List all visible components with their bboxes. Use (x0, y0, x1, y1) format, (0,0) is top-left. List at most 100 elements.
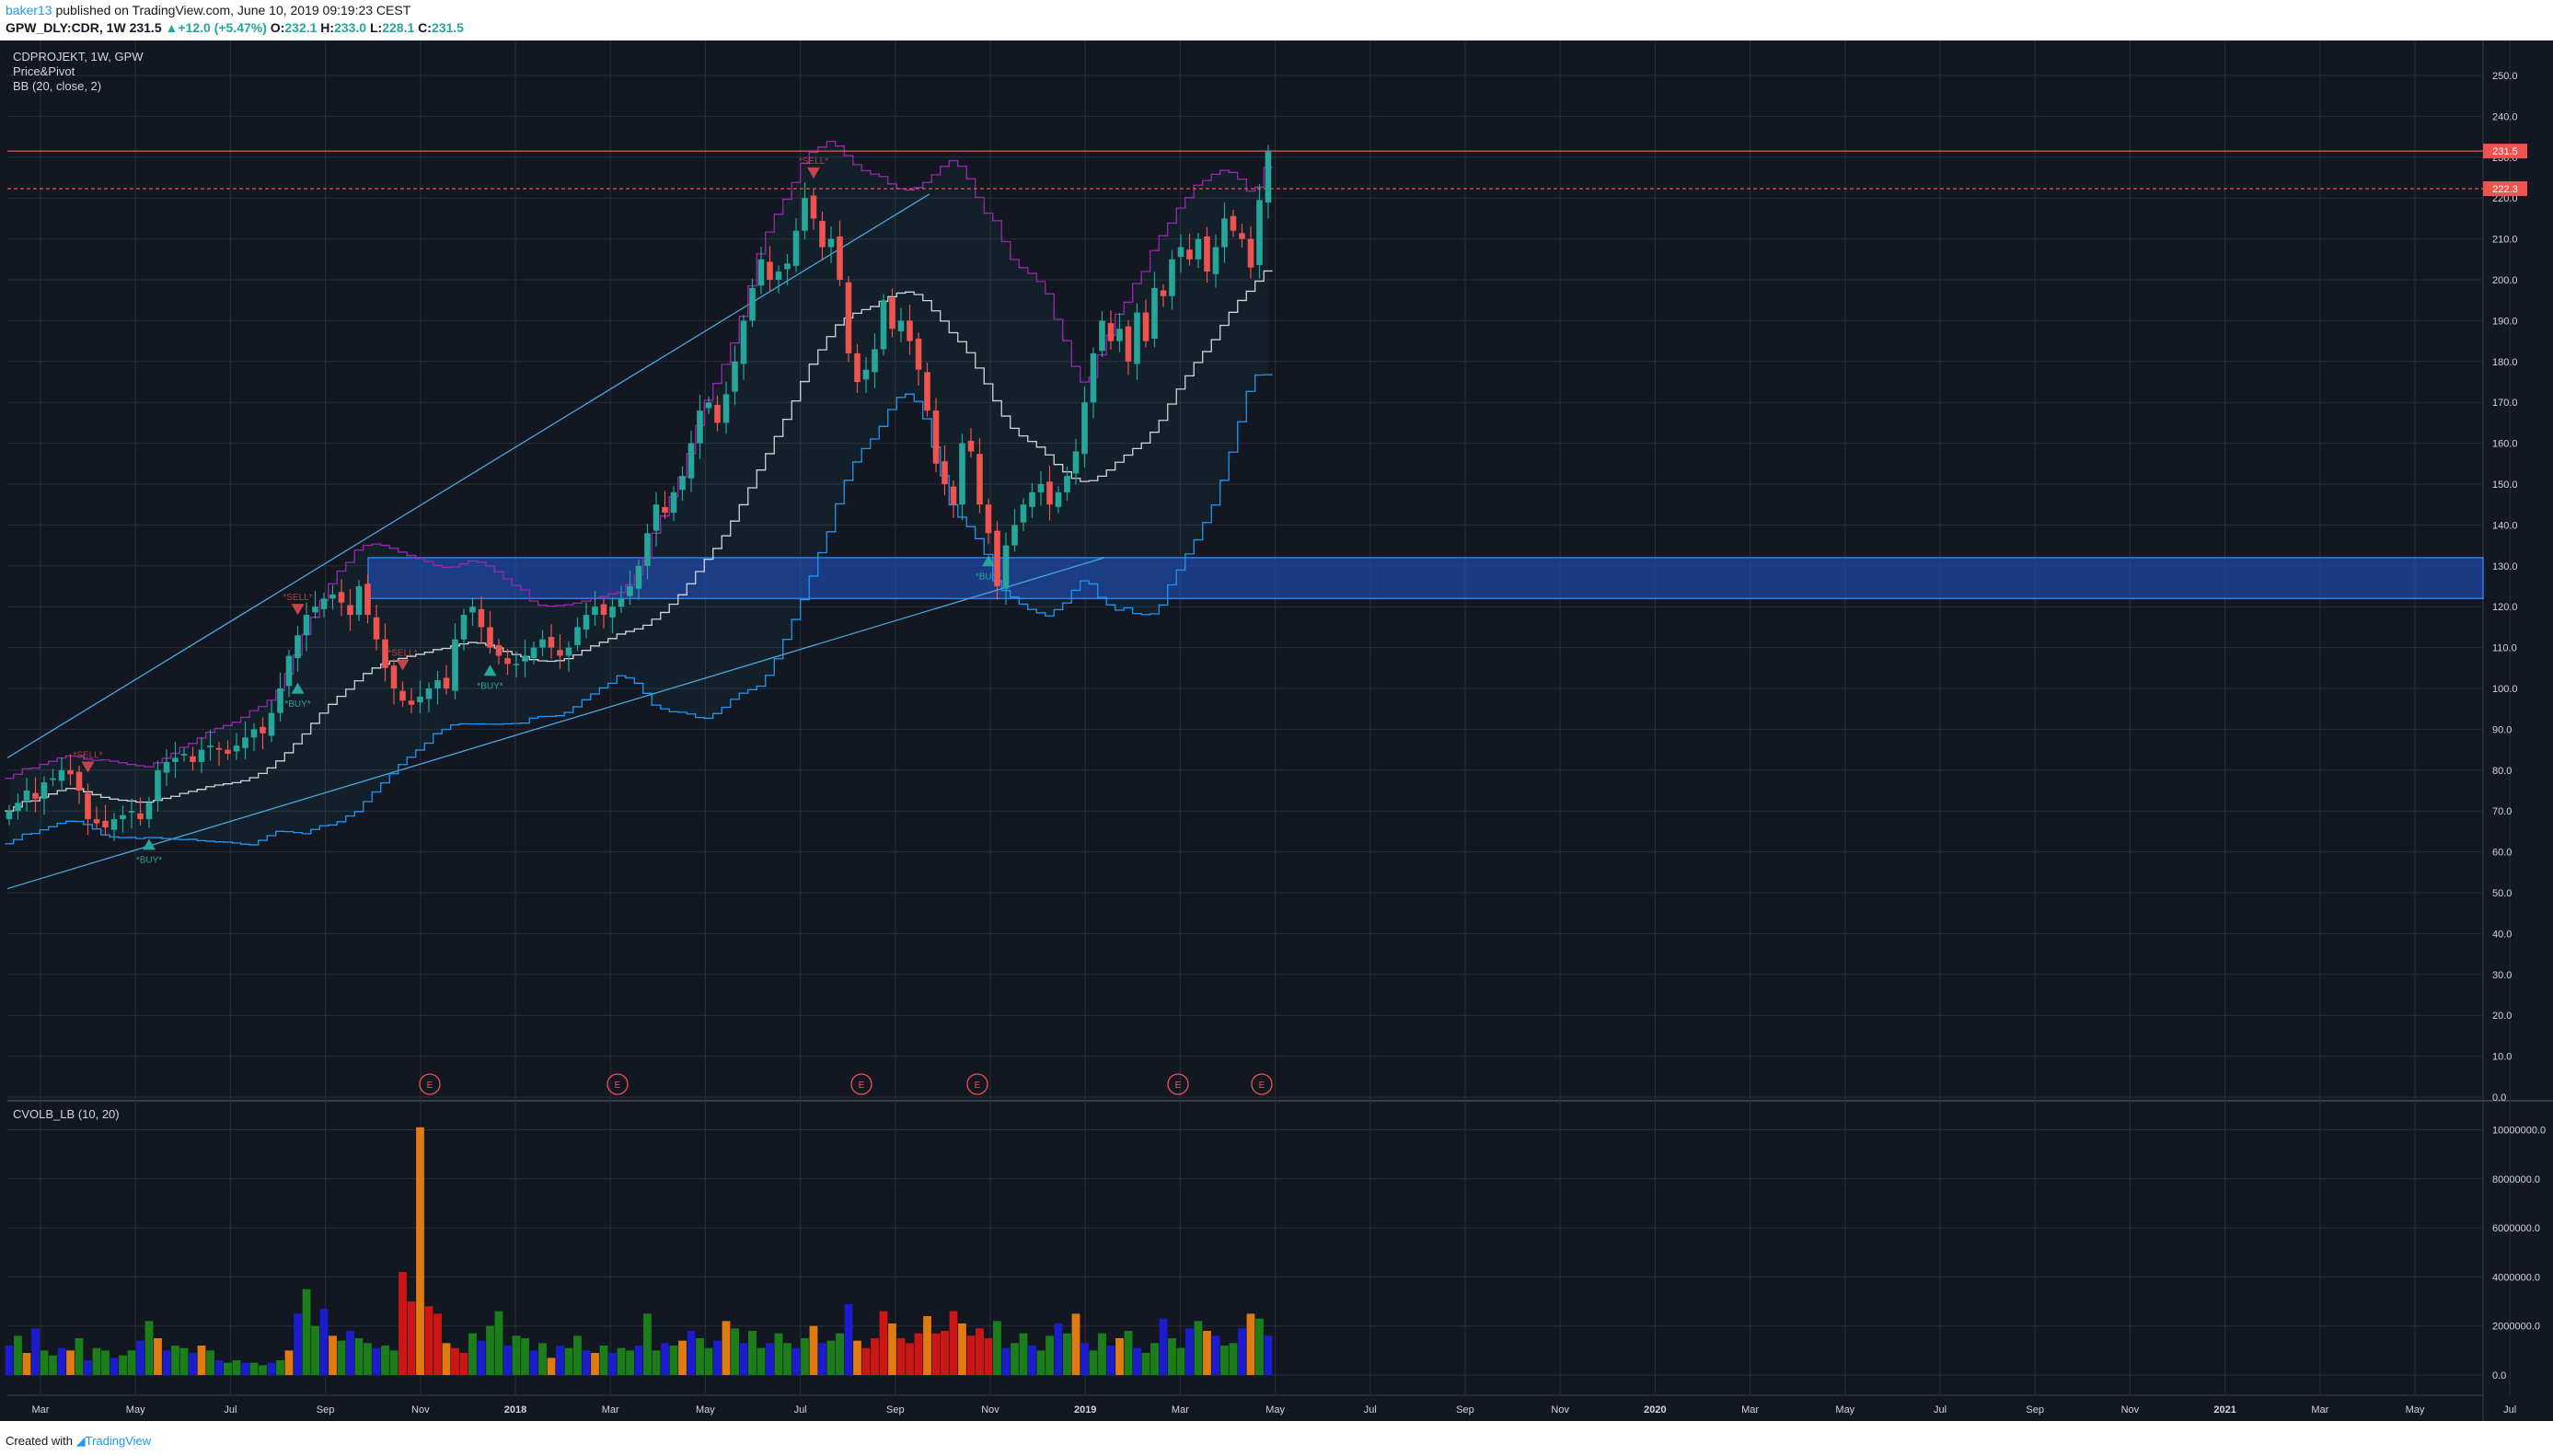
earnings-marker (1167, 1073, 1189, 1095)
volume-bar (722, 1321, 731, 1375)
candle-body (732, 361, 738, 392)
volume-bar (249, 1362, 259, 1375)
candle-body (50, 778, 56, 780)
volume-bar (713, 1340, 722, 1375)
candle-body (268, 712, 275, 736)
candle-body (233, 745, 240, 752)
volume-bar (1080, 1343, 1089, 1375)
candle-body (260, 726, 266, 734)
volume-bar (853, 1340, 861, 1375)
volume-bar (949, 1311, 958, 1375)
time-tick-label: Mar (32, 1404, 50, 1416)
candle-body (469, 607, 476, 613)
volume-bar (1220, 1346, 1229, 1375)
volume-bar (958, 1323, 966, 1375)
candle-body (880, 300, 887, 350)
volume-bar (319, 1309, 329, 1375)
candle-series (6, 144, 1272, 841)
time-tick-label: Jul (1364, 1404, 1377, 1416)
volume-bar (599, 1346, 608, 1375)
volume-bar (364, 1343, 372, 1375)
volume-bar (582, 1350, 591, 1375)
volume-bar (1098, 1333, 1106, 1375)
candle-body (592, 607, 598, 616)
candle-body (75, 771, 83, 791)
volume-bar (189, 1353, 197, 1375)
candle-body (530, 647, 537, 659)
volume-bar (101, 1350, 110, 1375)
volume-bar (224, 1362, 232, 1375)
time-tick-label: Sep (317, 1404, 335, 1416)
candle-body (827, 238, 835, 248)
volume-bar (1001, 1347, 1011, 1375)
time-tick-label: Nov (411, 1404, 430, 1416)
volume-bar (1185, 1328, 1194, 1375)
volume-bar (486, 1325, 494, 1375)
candle-body (180, 754, 188, 756)
price-tick-label: 60.0 (2492, 848, 2512, 859)
chart-canvas[interactable]: *BUY* *BUY* *BUY* *BUY* *SELL* *SELL* *SELL* *S… (0, 40, 2553, 1421)
candle-body (819, 221, 826, 248)
candle-body (897, 320, 905, 331)
candle-body (285, 655, 293, 687)
time-tick-label: Sep (1456, 1404, 1474, 1416)
volume-bar (1141, 1353, 1150, 1375)
volume-bar (399, 1272, 407, 1375)
candle-body (950, 486, 957, 505)
candle-body (565, 647, 572, 656)
candle-body (1265, 151, 1272, 203)
buy-signal-arrow (291, 682, 305, 694)
overlays: *BUY* *BUY* *BUY* *BUY* *SELL* *SELL* *SELL* *S… (5, 140, 2484, 1095)
candle-body (1072, 451, 1080, 474)
volume-bar (1133, 1347, 1141, 1375)
volume-bar (652, 1350, 661, 1375)
candle-body (417, 696, 423, 703)
candle-body (749, 287, 756, 321)
candle-body (67, 769, 74, 775)
volume-bar (424, 1306, 433, 1375)
volume-bar (433, 1313, 442, 1375)
candle-body (120, 815, 126, 820)
time-tick-label: Jul (794, 1404, 807, 1416)
candle-body (250, 729, 258, 738)
price-tick-label: 40.0 (2492, 929, 2512, 940)
volume-tick-label: 8000000.0 (2492, 1174, 2540, 1185)
candle-body (775, 272, 782, 280)
candle-body (802, 198, 808, 231)
time-tick-label: Sep (2026, 1404, 2044, 1416)
candle-body (295, 635, 301, 659)
earnings-marker-label: E (615, 1080, 621, 1091)
price-tick-label: 20.0 (2492, 1011, 2512, 1022)
candle-body (513, 664, 520, 665)
candle-body (1169, 259, 1175, 296)
volume-bar (976, 1328, 984, 1375)
volume-bar (416, 1127, 424, 1375)
footer-brand[interactable]: TradingView (85, 1434, 152, 1448)
price-tick-label: 150.0 (2492, 480, 2518, 491)
candle-body (190, 756, 196, 762)
volume-bar (1255, 1318, 1264, 1375)
price-tick-label: 220.0 (2492, 193, 2518, 204)
buy-signal-label: *BUY* (136, 855, 162, 865)
candle-body (198, 749, 205, 762)
candle-body (128, 811, 135, 813)
close-label: C: (418, 20, 432, 35)
volume-bar (84, 1360, 92, 1375)
volume-bar (294, 1313, 302, 1375)
author-link[interactable]: baker13 (6, 3, 52, 17)
candle-body (1221, 218, 1228, 248)
candle-body (355, 586, 363, 616)
support-zone (367, 557, 2484, 600)
candle-body (277, 688, 283, 713)
sell-signal-label: *SELL* (283, 593, 312, 603)
volume-bar (783, 1343, 791, 1375)
volume-bar (381, 1346, 389, 1375)
volume-bar (923, 1316, 931, 1375)
earnings-marker-label: E (1259, 1080, 1265, 1091)
candle-body (924, 372, 930, 411)
candle-body (644, 533, 651, 566)
candle-body (347, 605, 353, 616)
volume-bar (766, 1343, 774, 1375)
candle-body (862, 369, 870, 380)
volume-bar (1150, 1343, 1159, 1375)
